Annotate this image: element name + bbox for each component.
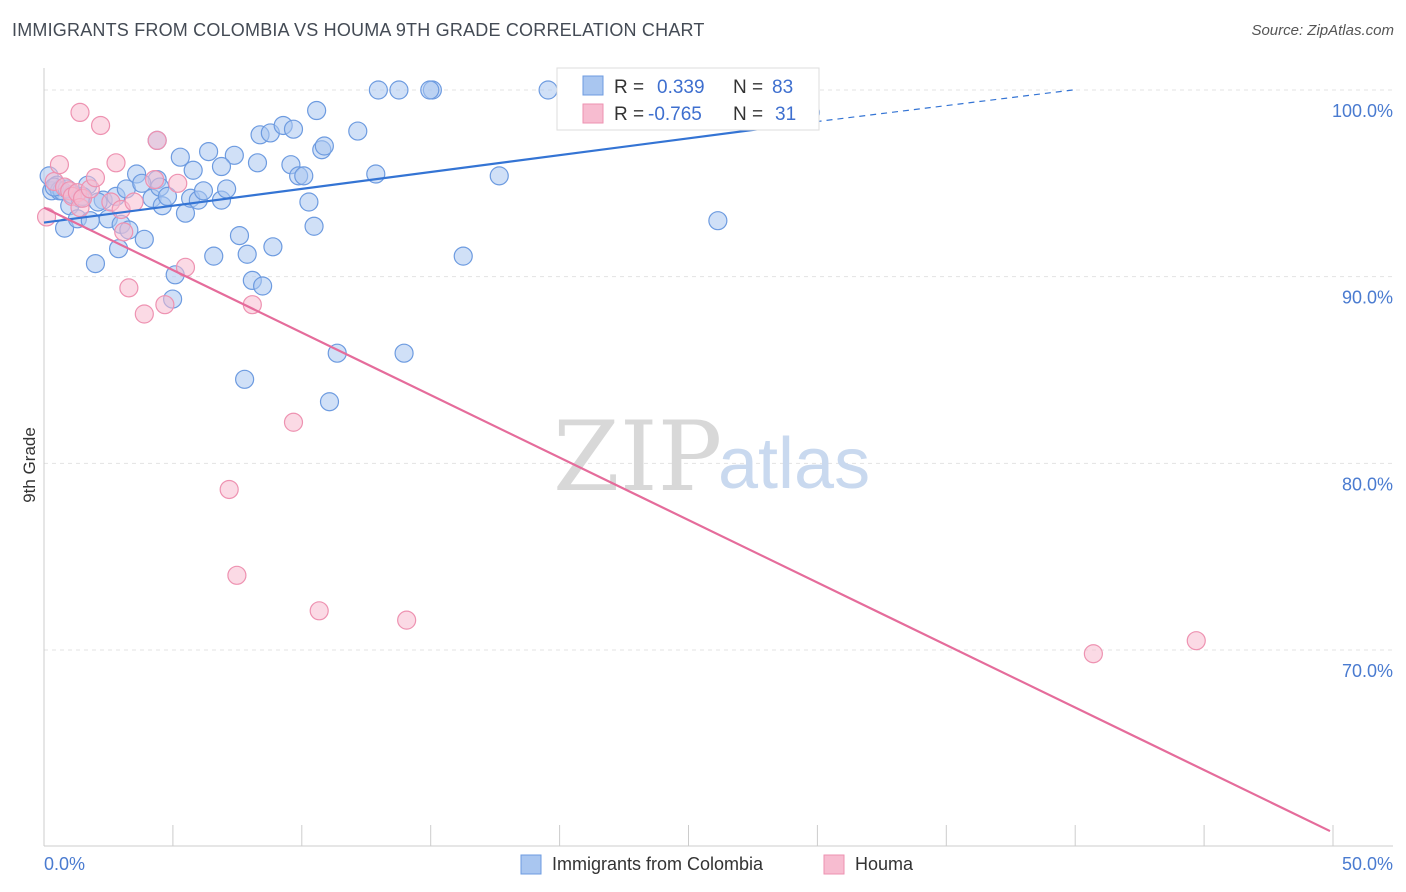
stats-blue-r-label: R = — [614, 77, 644, 98]
colombia-point-38 — [217, 179, 237, 199]
colombia-point-40 — [229, 226, 250, 246]
stats-blue-r-value: 0.339 — [657, 77, 705, 98]
colombia-point-63 — [368, 80, 388, 100]
watermark-atlas: atlas — [718, 424, 870, 504]
colombia-point-55 — [304, 216, 324, 236]
colombia-point-59 — [319, 392, 340, 412]
legend-swatch-houma — [823, 854, 845, 875]
houma-point-19 — [134, 304, 154, 324]
houma-point-28 — [283, 412, 304, 432]
houma-point-9 — [70, 102, 90, 123]
colombia-point-53 — [294, 166, 314, 186]
houma-point-31 — [1083, 644, 1103, 664]
stats-legend: R = 0.339 N = 83 R = -0.765 N = 31 — [556, 67, 820, 131]
y-axis-title: 9th Grade — [20, 427, 39, 503]
colombia-point-56 — [307, 100, 327, 121]
colombia-point-41 — [235, 369, 255, 389]
stats-blue-n-value: 83 — [772, 77, 793, 98]
colombia-point-54 — [299, 192, 319, 212]
houma-point-25 — [219, 479, 239, 500]
colombia-point-75 — [420, 80, 440, 100]
colombia-point-82 — [211, 156, 232, 177]
chart-title: IMMIGRANTS FROM COLOMBIA VS HOUMA 9TH GR… — [12, 20, 705, 40]
colombia-point-12 — [85, 254, 106, 274]
colombia-point-21 — [134, 229, 154, 249]
houma-point-22 — [155, 295, 175, 315]
y-tick-labels: 100.0% 90.0% 80.0% 70.0% — [1332, 101, 1393, 681]
colombia-point-32 — [183, 160, 203, 180]
stats-pink-n-label: N = — [733, 104, 763, 125]
colombia-point-29 — [170, 147, 190, 167]
legend-label-colombia: Immigrants from Colombia — [552, 854, 764, 874]
houma-point-12 — [90, 115, 111, 136]
y-tick-label-90: 90.0% — [1342, 288, 1393, 308]
bottom-legend: Immigrants from Colombia Houma — [520, 854, 914, 875]
trend-line-houma — [43, 206, 1331, 833]
colombia-point-51 — [283, 119, 304, 139]
houma-point-32 — [1186, 631, 1206, 651]
houma-point-17 — [119, 278, 139, 298]
houma-point-18 — [124, 192, 144, 212]
colombia-point-61 — [348, 121, 368, 141]
series-houma-points — [36, 102, 1206, 664]
colombia-point-36 — [204, 246, 224, 266]
houma-point-21 — [147, 130, 167, 150]
colombia-point-71 — [708, 211, 728, 231]
colombia-point-65 — [394, 343, 414, 363]
trend-lines — [43, 89, 1331, 833]
houma-point-2 — [49, 155, 70, 175]
x-tick-label-max: 50.0% — [1342, 854, 1393, 874]
legend-label-houma: Houma — [855, 854, 914, 874]
houma-point-16 — [114, 222, 134, 242]
houma-point-20 — [144, 170, 165, 190]
colombia-point-64 — [389, 80, 409, 100]
colombia-point-16 — [108, 239, 129, 259]
colombia-point-39 — [224, 145, 244, 165]
stats-pink-r-value: -0.765 — [648, 104, 702, 125]
colombia-point-68 — [489, 166, 509, 186]
stats-pink-swatch — [582, 103, 604, 124]
stats-blue-n-label: N = — [733, 77, 763, 98]
houma-point-30 — [397, 610, 417, 630]
colombia-point-67 — [453, 246, 473, 266]
x-tick-label-min: 0.0% — [44, 854, 85, 874]
legend-swatch-colombia — [520, 854, 542, 875]
y-tick-label-70: 70.0% — [1342, 661, 1393, 681]
trend-line-colombia — [43, 120, 816, 224]
stats-pink-n-value: 31 — [775, 104, 796, 125]
colombia-point-44 — [247, 153, 268, 173]
y-tick-label-80: 80.0% — [1342, 474, 1393, 494]
trend-line-colombia-extension — [815, 89, 1073, 123]
colombia-point-58 — [314, 136, 334, 156]
y-tick-label-100: 100.0% — [1332, 101, 1393, 121]
colombia-point-48 — [263, 237, 283, 257]
colombia-point-34 — [193, 181, 214, 201]
houma-point-26 — [227, 565, 247, 585]
stats-blue-swatch — [582, 75, 604, 96]
colombia-point-46 — [253, 276, 273, 296]
colombia-point-69 — [538, 80, 558, 100]
stats-pink-r-label: R = — [614, 104, 644, 125]
axes — [43, 68, 1393, 847]
colombia-point-35 — [199, 142, 219, 162]
houma-point-29 — [309, 601, 329, 621]
houma-point-14 — [106, 153, 126, 173]
chart-source: Source: ZipAtlas.com — [1251, 22, 1394, 39]
houma-point-11 — [85, 168, 106, 188]
houma-point-23 — [168, 173, 188, 193]
colombia-point-42 — [237, 244, 257, 264]
